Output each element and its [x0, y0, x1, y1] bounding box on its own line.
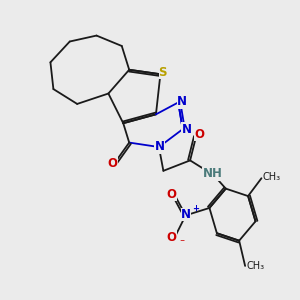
Text: O: O	[195, 128, 205, 141]
Text: S: S	[158, 66, 167, 79]
Text: N: N	[181, 208, 191, 221]
Text: CH₃: CH₃	[263, 172, 281, 182]
Text: O: O	[107, 157, 117, 170]
Text: ⁻: ⁻	[179, 238, 184, 248]
Text: N: N	[154, 140, 164, 153]
Text: O: O	[167, 231, 177, 244]
Text: N: N	[177, 95, 187, 108]
Text: CH₃: CH₃	[247, 261, 265, 271]
Text: NH: NH	[202, 167, 222, 180]
Text: O: O	[167, 188, 177, 201]
Text: N: N	[182, 123, 192, 136]
Text: +: +	[192, 204, 199, 213]
